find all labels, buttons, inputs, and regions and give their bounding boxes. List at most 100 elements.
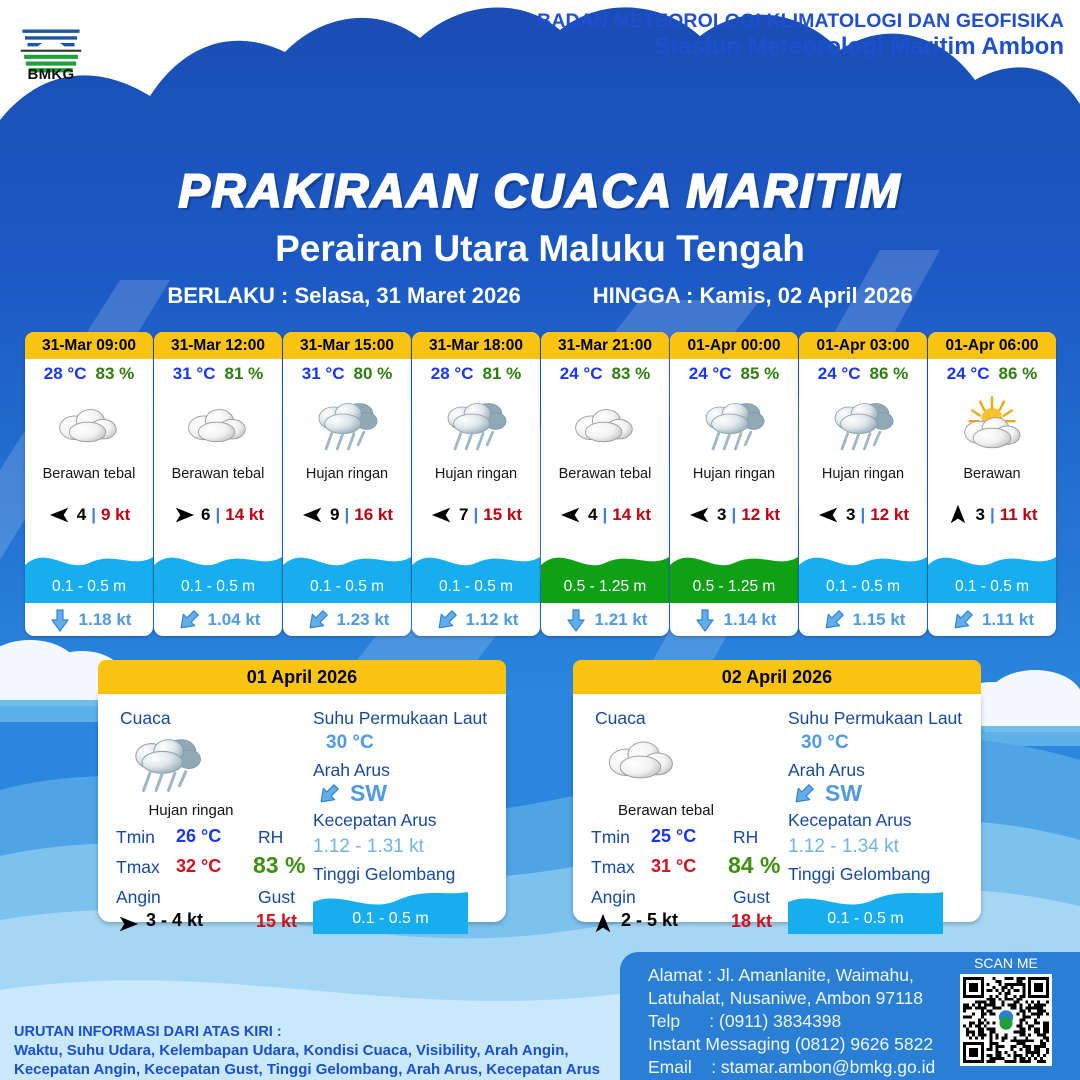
- air-temperature: 28 °C: [430, 364, 474, 383]
- sst-label: Suhu Permukaan Laut: [788, 708, 963, 728]
- current-direction-arrow-icon: [47, 608, 73, 632]
- visibility: 6: [201, 505, 211, 524]
- humidity: 85 %: [740, 364, 780, 383]
- cuaca-label: Cuaca: [120, 708, 171, 728]
- wave-height-band: 0.1 - 0.5 m: [412, 543, 540, 603]
- angin-label: Angin: [116, 887, 161, 907]
- current-direction-arrow-icon: [176, 608, 202, 632]
- wind-row: 9 | 16 kt: [283, 487, 411, 543]
- temp-humidity-row: 28 °C 83 %: [25, 359, 153, 389]
- current-row: 1.04 kt: [154, 603, 282, 636]
- current-direction-arrow-icon: [692, 608, 718, 632]
- bmkg-logo-icon: [20, 7, 82, 79]
- current-direction-arrow-icon: [791, 782, 819, 808]
- forecast-card[interactable]: 01-Apr 03:00 24 °C 86 % Hujan ringan: [799, 332, 927, 636]
- contact-panel: Alamat : Jl. Amanlanite, Waimahu, Latuha…: [620, 952, 1080, 1080]
- wind-row: 4 | 9 kt: [25, 487, 153, 543]
- current-row: 1.12 kt: [412, 603, 540, 636]
- daily-forecast-card[interactable]: 02 April 2026 Cuaca Berawan tebal Tmin 2…: [573, 660, 981, 934]
- angin-label: Angin: [591, 887, 636, 907]
- humidity: 86 %: [869, 364, 909, 383]
- separator: |: [91, 505, 96, 524]
- wind-value: 2 - 5 kt: [621, 910, 679, 930]
- tinggi-gelombang-label: Tinggi Gelombang: [788, 864, 931, 884]
- humidity: 81 %: [482, 364, 522, 383]
- tinggi-gelombang-value: 0.1 - 0.5 m: [352, 910, 429, 927]
- wave-height-band: 0.1 - 0.5 m: [799, 543, 927, 603]
- temp-humidity-row: 24 °C 86 %: [928, 359, 1056, 389]
- current-direction-arrow-icon: [563, 608, 589, 632]
- validity-period: BERLAKU : Selasa, 31 Maret 2026 HINGGA :…: [0, 283, 1080, 309]
- visibility: 3: [717, 505, 727, 524]
- wave-height-band: 0.5 - 1.25 m: [670, 543, 798, 603]
- qr-code-icon[interactable]: [960, 974, 1052, 1066]
- wave-height: 0.5 - 1.25 m: [692, 578, 776, 595]
- contact-address-1: Alamat : Jl. Amanlanite, Waimahu,: [648, 965, 914, 985]
- humidity: 81 %: [224, 364, 264, 383]
- air-temperature: 31 °C: [301, 364, 345, 383]
- weather-condition: Hujan ringan: [821, 466, 905, 482]
- wind-speed: 11 kt: [999, 505, 1038, 524]
- visibility: 3: [975, 505, 985, 524]
- hourly-forecast-row: 31-Mar 09:00 28 °C 83 % Berawan tebal 4 …: [25, 332, 1057, 636]
- weather-condition: Hujan ringan: [692, 466, 776, 482]
- visibility: 9: [330, 505, 340, 524]
- current-row: 1.14 kt: [670, 603, 798, 636]
- sst-value: 30 °C: [801, 732, 849, 753]
- current-speed: 1.12 kt: [465, 609, 519, 629]
- legend-line-3: Kecepatan Angin, Kecepatan Gust, Tinggi …: [14, 1061, 600, 1078]
- wind-direction-arrow-icon: [430, 504, 454, 526]
- tmax-label: Tmax: [116, 857, 160, 877]
- wave-height-box: 0.1 - 0.5 m: [313, 888, 468, 934]
- gust-value: 18 kt: [731, 911, 773, 931]
- temp-humidity-row: 24 °C 83 %: [541, 359, 669, 389]
- temp-humidity-row: 28 °C 81 %: [412, 359, 540, 389]
- wind-direction-arrow-icon: [116, 913, 140, 933]
- contact-address-2: Latuhalat, Nusaniwe, Ambon 97118: [648, 988, 924, 1008]
- cloud-overcast-icon: [25, 389, 153, 461]
- current-row: 1.18 kt: [25, 603, 153, 636]
- wind-direction-arrow-icon: [591, 913, 615, 933]
- wave-height: 0.1 - 0.5 m: [438, 578, 514, 595]
- organization-line-1: BADAN METEOROLOGI KLIMATOLOGI DAN GEOFIS…: [537, 10, 1064, 32]
- separator: |: [473, 505, 479, 524]
- daily-forecast-card[interactable]: 01 April 2026 Cuaca Hujan ringan Tmin 26…: [98, 660, 506, 934]
- contact-instant-messaging: Instant Messaging (0812) 9626 5822: [648, 1034, 934, 1054]
- wave-height: 0.5 - 1.25 m: [563, 578, 647, 595]
- humidity: 80 %: [353, 364, 393, 383]
- daily-body: Cuaca Hujan ringan Tmin 26 °C Tmax 32 °C…: [98, 694, 506, 934]
- kecepatan-arus-value: 1.12 - 1.31 kt: [313, 836, 424, 857]
- arah-arus-value: SW: [350, 780, 388, 806]
- temp-humidity-row: 24 °C 86 %: [799, 359, 927, 389]
- forecast-time: 31-Mar 15:00: [283, 332, 411, 359]
- wave-height-box: 0.1 - 0.5 m: [788, 888, 943, 934]
- visibility: 4: [588, 505, 598, 524]
- rain-light-icon: [412, 389, 540, 461]
- scan-me-label: SCAN ME: [974, 955, 1038, 971]
- forecast-card[interactable]: 01-Apr 00:00 24 °C 85 % Hujan ringan: [670, 332, 798, 636]
- wind-value: 3 - 4 kt: [146, 910, 204, 930]
- daily-body: Cuaca Berawan tebal Tmin 25 °C Tmax 31 °…: [573, 694, 981, 934]
- humidity: 86 %: [998, 364, 1038, 383]
- forecast-card[interactable]: 31-Mar 09:00 28 °C 83 % Berawan tebal 4 …: [25, 332, 153, 636]
- forecast-card[interactable]: 01-Apr 06:00 24 °C 86 % Berawan 3 |: [928, 332, 1056, 636]
- wave-height-band: 0.1 - 0.5 m: [25, 543, 153, 603]
- valid-from-label: BERLAKU :: [167, 283, 289, 308]
- forecast-card[interactable]: 31-Mar 12:00 31 °C 81 % Berawan tebal 6 …: [154, 332, 282, 636]
- forecast-card[interactable]: 31-Mar 21:00 24 °C 83 % Berawan tebal 4 …: [541, 332, 669, 636]
- wave-height-band: 0.5 - 1.25 m: [541, 543, 669, 603]
- wave-height-band: 0.1 - 0.5 m: [154, 543, 282, 603]
- air-temperature: 24 °C: [559, 364, 603, 383]
- forecast-card[interactable]: 31-Mar 18:00 28 °C 81 % Hujan ringan: [412, 332, 540, 636]
- visibility: 3: [846, 505, 856, 524]
- tmin-label: Tmin: [591, 827, 630, 847]
- forecast-card[interactable]: 31-Mar 15:00 31 °C 80 % Hujan ringan: [283, 332, 411, 636]
- forecast-time: 01-Apr 06:00: [928, 332, 1056, 359]
- forecast-time: 31-Mar 09:00: [25, 332, 153, 359]
- wind-direction-arrow-icon: [688, 504, 712, 526]
- arah-arus-value: SW: [825, 780, 863, 806]
- wind-speed: 14 kt: [612, 505, 651, 524]
- forecast-time: 31-Mar 18:00: [412, 332, 540, 359]
- wind-row: 7 | 15 kt: [412, 487, 540, 543]
- contact-email: Email : stamar.ambon@bmkg.go.id: [648, 1057, 936, 1077]
